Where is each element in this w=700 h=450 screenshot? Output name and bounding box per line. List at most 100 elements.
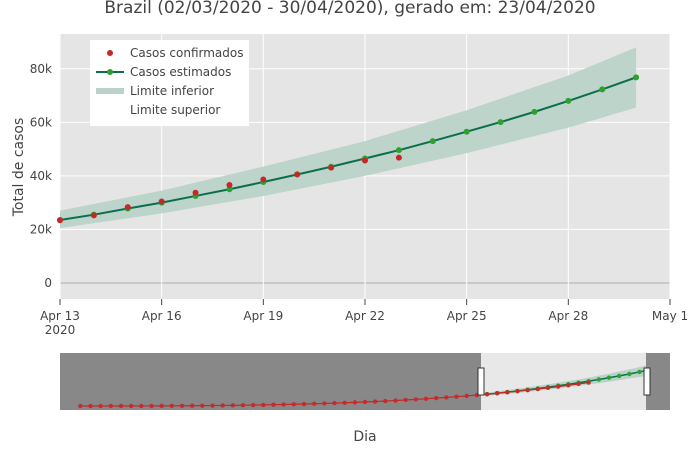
slider-confirmed-point (88, 403, 93, 409)
slider-confirmed-point (383, 398, 388, 404)
y-axis-title: Total de casos (11, 118, 27, 218)
slider-confirmed-point (230, 403, 236, 408)
y-tick-label: 60k (30, 115, 52, 129)
slider-confirmed-point (464, 393, 469, 399)
slider-confirmed-point (291, 402, 297, 407)
rangeslider-handle-left[interactable] (477, 367, 485, 396)
y-tick-label: 80k (30, 62, 52, 76)
slider-band-area (487, 361, 660, 396)
rangeslider[interactable] (60, 353, 670, 410)
slider-confirmed-point (535, 386, 541, 392)
x-tick-label: Apr 19 (243, 309, 283, 323)
slider-confirmed-point (413, 397, 419, 402)
confirmed-point (260, 176, 267, 183)
x-tick-label: Apr 16 (142, 309, 182, 323)
confirmed-point (328, 164, 335, 171)
y-tick-label: 20k (30, 222, 52, 236)
band-area (60, 47, 637, 229)
rangeslider-confirmed-overlay (78, 380, 591, 409)
slider-confirmed-point (525, 387, 530, 393)
x-tick-label: Apr 13 2020 (40, 309, 80, 337)
slider-estimated-point (596, 377, 602, 382)
confirmed-point (124, 204, 131, 211)
slider-confirmed-point (149, 403, 154, 409)
x-axis-title: Dia (353, 429, 376, 445)
slider-confirmed-point (352, 400, 358, 405)
slider-confirmed-point (454, 394, 459, 399)
slider-confirmed-point (372, 399, 378, 404)
slider-confirmed-point (393, 398, 398, 403)
slider-confirmed-point (108, 403, 114, 409)
x-tick-label: Apr 22 (345, 309, 385, 323)
confirmed-point (192, 189, 199, 196)
slider-confirmed-point (555, 384, 561, 389)
slider-confirmed-point (128, 403, 134, 409)
slider-confirmed-point (118, 403, 124, 409)
estimated-point (463, 128, 470, 135)
slider-confirmed-point (200, 403, 205, 408)
slider-confirmed-point (433, 395, 439, 401)
x-tick-label: Apr 25 (447, 309, 487, 323)
confirmed-point (57, 217, 63, 224)
confirmed-point (362, 157, 368, 164)
confirmed-series (57, 154, 402, 224)
slider-estimated-point (616, 373, 622, 379)
legend-label-lower: Limite inferior (130, 84, 214, 98)
slider-confirmed-point (576, 381, 581, 387)
y-tick-label: 40k (30, 169, 52, 183)
slider-confirmed-point (210, 403, 215, 408)
legend[interactable]: Casos confirmados Casos estimados Limite… (90, 40, 249, 126)
slider-confirmed-point (515, 389, 520, 394)
legend-label-upper: Limite superior (130, 103, 220, 117)
slider-confirmed-point (281, 402, 286, 407)
slider-confirmed-point (301, 401, 307, 407)
slider-confirmed-point (98, 403, 103, 409)
legend-marker-estimated (107, 69, 113, 75)
confirmed-point (395, 154, 402, 161)
estimated-point (633, 74, 640, 81)
confirmed-point (226, 181, 233, 188)
estimated-point (226, 186, 233, 193)
slider-confirmed-point (586, 380, 591, 385)
x-axis-ticks: Apr 13 2020 Apr 16 Apr 19 Apr 22 Apr 25 Apr 28… (40, 299, 688, 337)
slider-confirmed-point (169, 403, 175, 409)
slider-confirmed-point (484, 391, 490, 397)
slider-confirmed-point (342, 400, 347, 405)
legend-label-confirmed: Casos confirmados (130, 46, 243, 60)
confirmed-point (90, 212, 97, 219)
estimated-point (497, 119, 504, 126)
legend-swatch-lower (96, 88, 124, 94)
slider-confirmed-point (271, 402, 276, 407)
slider-confirmed-point (403, 397, 408, 403)
confidence-band (60, 47, 637, 229)
slider-confirmed-point (505, 390, 510, 395)
rangeslider-band (487, 361, 660, 396)
slider-confirmed-point (159, 403, 164, 409)
estimated-point (599, 86, 606, 93)
slider-confirmed-point (566, 383, 571, 388)
rangeslider-handle-right[interactable] (643, 367, 651, 396)
slider-confirmed-point (311, 401, 317, 406)
slider-confirmed-point (332, 400, 337, 406)
slider-confirmed-point (139, 403, 144, 409)
slider-confirmed-point (78, 403, 83, 409)
estimated-point (395, 147, 402, 154)
slider-confirmed-point (189, 403, 195, 408)
rangeslider-mask-left (60, 353, 481, 410)
slider-confirmed-point (494, 391, 500, 396)
chart-title: Brazil (02/03/2020 - 30/04/2020), gerado… (104, 0, 595, 18)
confirmed-point (294, 171, 301, 178)
slider-confirmed-point (545, 385, 551, 391)
slider-confirmed-point (261, 402, 266, 408)
confirmed-point (158, 198, 165, 205)
estimated-point (565, 97, 572, 104)
x-tick-label: Apr 28 (548, 309, 588, 323)
x-tick-label: May 1 (652, 309, 688, 323)
legend-box (90, 40, 249, 126)
slider-confirmed-point (362, 399, 368, 405)
slider-confirmed-point (423, 396, 429, 401)
legend-label-estimated: Casos estimados (130, 65, 231, 79)
slider-confirmed-point (220, 403, 225, 408)
slider-confirmed-point (444, 395, 449, 400)
